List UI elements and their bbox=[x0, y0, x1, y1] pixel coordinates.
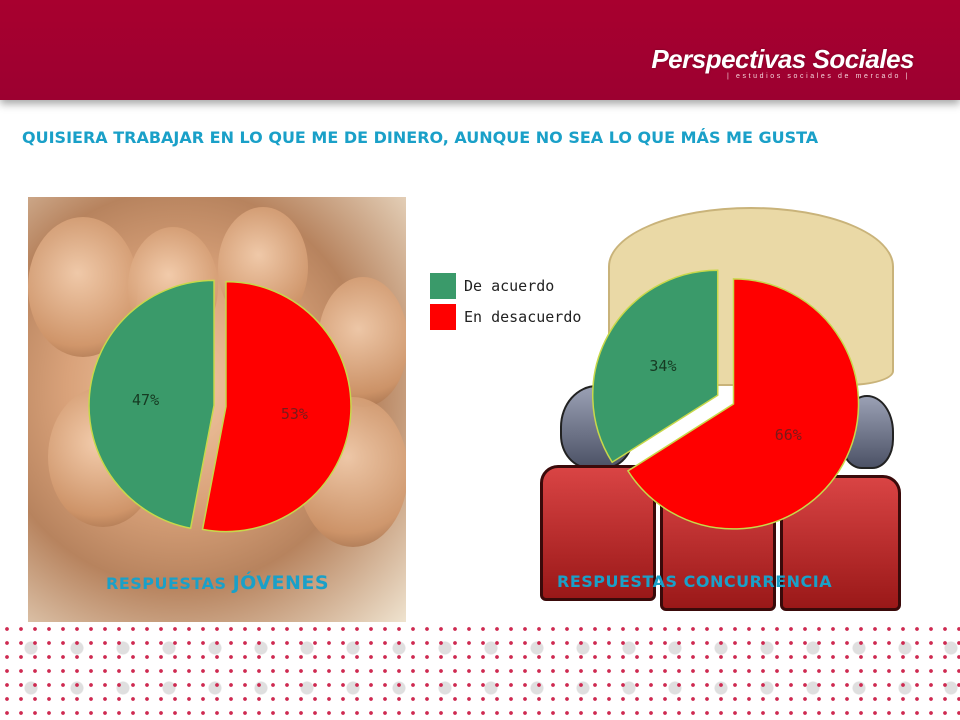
pie-slice-en-desacuerdo bbox=[626, 278, 860, 530]
legend-label: De acuerdo bbox=[464, 276, 555, 295]
legend-item-en-desacuerdo: En desacuerdo bbox=[430, 301, 581, 332]
chart-legend: De acuerdo En desacuerdo bbox=[430, 270, 581, 332]
legend-swatch bbox=[430, 303, 456, 330]
pie-chart-concurrencia: 66% 34% bbox=[592, 269, 860, 530]
legend-label: En desacuerdo bbox=[464, 307, 582, 326]
pie-data-label: 53% bbox=[281, 405, 308, 423]
pie-data-label: 47% bbox=[132, 391, 159, 409]
header-bar: Perspectivas Sociales | estudios sociale… bbox=[0, 0, 960, 100]
brand-tagline: | estudios sociales de mercado | bbox=[727, 73, 910, 80]
caption-jovenes: RESPUESTAS JÓVENES bbox=[106, 572, 329, 594]
pie-chart-jovenes: 53% 47% bbox=[88, 279, 352, 533]
brand-logo-text: Perspectivas Sociales bbox=[651, 44, 914, 74]
caption-main: JÓVENES bbox=[232, 572, 330, 594]
pie-slice-de-acuerdo bbox=[592, 269, 719, 464]
pie-data-label: 34% bbox=[649, 357, 676, 375]
legend-swatch bbox=[430, 272, 456, 299]
caption-prefix: RESPUESTAS bbox=[106, 574, 233, 593]
decorative-pattern bbox=[0, 622, 960, 720]
caption-concurrencia: RESPUESTAS CONCURRENCIA bbox=[557, 572, 833, 591]
slide-title: QUISIERA TRABAJAR EN LO QUE ME DE DINERO… bbox=[22, 128, 819, 147]
pie-slice-de-acuerdo bbox=[88, 279, 215, 530]
legend-item-de-acuerdo: De acuerdo bbox=[430, 270, 581, 301]
pie-slice-en-desacuerdo bbox=[201, 280, 352, 533]
pie-data-label: 66% bbox=[775, 426, 802, 444]
